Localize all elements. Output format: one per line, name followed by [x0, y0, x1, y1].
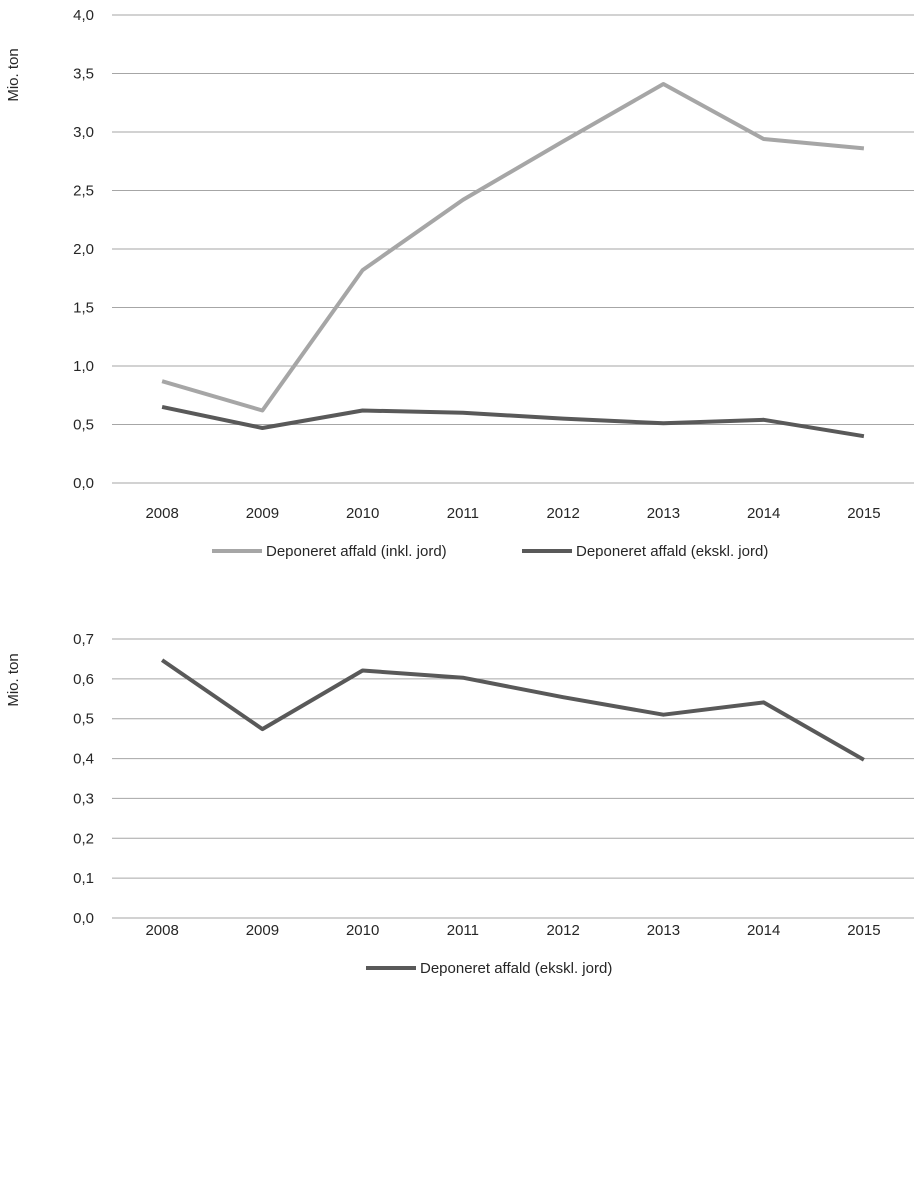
legend-label: Deponeret affald (ekskl. jord) — [420, 960, 612, 977]
y-tick-label: 1,5 — [73, 300, 94, 317]
chart-bottom: 0,0 0,1 0,2 0,3 0,4 0,5 0,6 0,7 Mio. ton 2008 2009… — [5, 631, 914, 977]
y-tick-label: 2,0 — [73, 241, 94, 258]
series-line-2 — [161, 404, 865, 439]
x-tick-label: 2014 — [747, 922, 780, 939]
x-tick-label: 2011 — [447, 505, 479, 522]
x-tick-label: 2010 — [346, 922, 379, 939]
y-tick-label: 0,4 — [73, 751, 94, 768]
y-tick-label: 1,0 — [73, 358, 94, 375]
x-tick-label: 2011 — [447, 922, 479, 939]
x-tick-label: 2009 — [246, 505, 279, 522]
y-tick-label: 0,2 — [73, 830, 94, 847]
series-line-1 — [160, 658, 865, 762]
y-tick-label: 0,3 — [73, 790, 94, 807]
legend-item: Deponeret affald (ekskl. jord) — [522, 543, 768, 560]
legend-item: Deponeret affald (inkl. jord) — [212, 543, 447, 560]
y-axis-label: Mio. ton — [5, 653, 22, 706]
y-tick-label: 0,5 — [73, 711, 94, 728]
x-tick-label: 2015 — [847, 505, 880, 522]
y-tick-label: 2,5 — [73, 183, 94, 200]
x-tick-label: 2010 — [346, 505, 379, 522]
x-tick-label: 2012 — [546, 922, 579, 939]
y-axis-label: Mio. ton — [5, 48, 22, 101]
y-tick-label: 0,0 — [73, 475, 94, 492]
y-tick-label: 0,7 — [73, 631, 94, 648]
x-tick-label: 2015 — [847, 922, 880, 939]
y-tick-label: 4,0 — [73, 7, 94, 24]
x-tick-label: 2009 — [246, 922, 279, 939]
y-tick-label: 0,5 — [73, 417, 94, 434]
chart-top: 0,0 0,5 1,0 1,5 2,0 2,5 3,0 3,5 4,0 Mio. ton 2008 2… — [5, 7, 914, 560]
y-tick-label: 0,0 — [73, 910, 94, 927]
series-line-1 — [161, 82, 865, 413]
x-tick-label: 2008 — [145, 505, 178, 522]
x-tick-label: 2013 — [647, 505, 680, 522]
y-tick-label: 3,5 — [73, 66, 94, 83]
x-tick-label: 2008 — [145, 922, 178, 939]
y-tick-label: 0,1 — [73, 870, 94, 887]
x-tick-label: 2013 — [647, 922, 680, 939]
legend-item: Deponeret affald (ekskl. jord) — [366, 960, 612, 977]
y-tick-label: 0,6 — [73, 671, 94, 688]
x-tick-label: 2014 — [747, 505, 780, 522]
y-tick-label: 3,0 — [73, 124, 94, 141]
legend-label: Deponeret affald (ekskl. jord) — [576, 543, 768, 560]
x-tick-label: 2012 — [546, 505, 579, 522]
legend-label: Deponeret affald (inkl. jord) — [266, 543, 447, 560]
